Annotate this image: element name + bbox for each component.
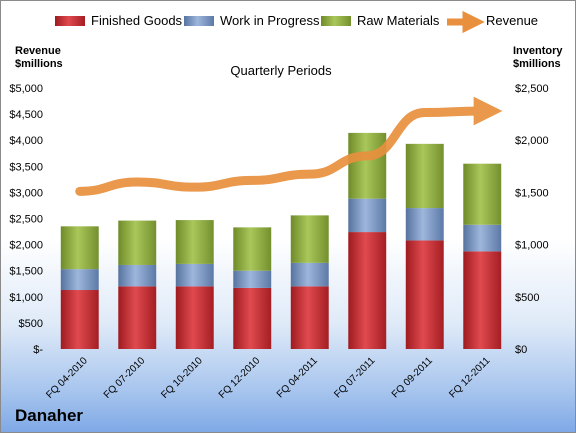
left-axis: $- $500 $1,000 $1,500 $2,000 $2,500 $3,000 $3,5… (9, 83, 43, 356)
company-name: Danaher (15, 406, 84, 425)
bar-finished-goods (290, 286, 329, 349)
bar-raw-materials (463, 163, 502, 225)
category-label: FQ 04-2010 (44, 355, 90, 401)
bar-raw-materials (233, 227, 272, 271)
bar-work-in-progress (348, 198, 387, 233)
bar-work-in-progress (290, 262, 329, 287)
legend-label-revenue: Revenue (486, 13, 538, 28)
category-label: FQ 04-2011 (275, 355, 320, 400)
bar-work-in-progress (463, 224, 502, 252)
bar-raw-materials (348, 132, 387, 199)
right-tick-label: $0 (515, 344, 527, 356)
right-tick-label: $1,000 (515, 240, 549, 252)
bars (60, 132, 502, 349)
left-tick-label: $2,500 (9, 214, 43, 226)
left-tick-label: $1,000 (9, 292, 43, 304)
right-tick-label: $1,500 (515, 187, 549, 199)
bar-work-in-progress (60, 269, 99, 291)
legend-label-work-in-progress: Work in Progress (220, 13, 320, 28)
category-label: FQ 07-2010 (102, 355, 148, 401)
bar-work-in-progress (405, 208, 444, 241)
left-tick-label: $500 (19, 318, 43, 330)
bar-work-in-progress (233, 270, 272, 288)
left-tick-label: $4,000 (9, 135, 43, 147)
bar-work-in-progress (175, 263, 214, 287)
category-label: FQ 09-2011 (390, 355, 435, 400)
left-tick-label: $3,000 (9, 187, 43, 199)
right-tick-label: $2,500 (515, 83, 549, 95)
bar-finished-goods (348, 232, 387, 349)
bar-raw-materials (405, 143, 444, 209)
legend-swatch-finished-goods (55, 16, 85, 26)
left-tick-label: $3,500 (9, 161, 43, 173)
legend-label-finished-goods: Finished Goods (91, 13, 183, 28)
category-label: FQ 12-2010 (217, 355, 263, 401)
plot-title: Quarterly Periods (230, 63, 332, 78)
left-tick-label: $5,000 (9, 83, 43, 95)
bar-finished-goods (60, 290, 99, 349)
revenue-line (75, 96, 503, 196)
right-axis: $0 $500 $1,000 $1,500 $2,000 $2,500 (515, 83, 549, 356)
bar-finished-goods (405, 240, 444, 349)
bar-finished-goods (118, 286, 157, 349)
bar-finished-goods (233, 287, 272, 349)
left-tick-label: $4,500 (9, 109, 43, 121)
right-tick-label: $2,000 (515, 135, 549, 147)
bar-raw-materials (60, 226, 99, 270)
bar-raw-materials (290, 215, 329, 263)
left-tick-label: $- (33, 344, 43, 356)
left-tick-label: $1,500 (9, 266, 43, 278)
left-axis-title: Revenue $millions (15, 45, 63, 70)
legend-swatch-raw-materials (321, 16, 351, 26)
bar-work-in-progress (118, 264, 157, 287)
legend: Finished Goods Work in Progress Raw Mate… (55, 10, 538, 34)
category-label: FQ 10-2010 (159, 355, 205, 401)
left-tick-label: $2,000 (9, 240, 43, 252)
bar-finished-goods (175, 286, 214, 349)
legend-swatch-work-in-progress (184, 16, 214, 26)
right-tick-label: $500 (515, 292, 539, 304)
revenue-series-line (75, 96, 503, 196)
category-label: FQ 07-2011 (332, 355, 377, 400)
category-axis: FQ 04-2010 FQ 07-2010 FQ 10-2010 FQ 12-2010… (44, 355, 492, 401)
category-label: FQ 12-2011 (447, 355, 492, 400)
bar-raw-materials (175, 220, 214, 264)
legend-label-raw-materials: Raw Materials (357, 13, 440, 28)
bar-finished-goods (463, 251, 502, 349)
bar-raw-materials (118, 220, 157, 265)
right-axis-title: Inventory $millions (513, 45, 563, 70)
